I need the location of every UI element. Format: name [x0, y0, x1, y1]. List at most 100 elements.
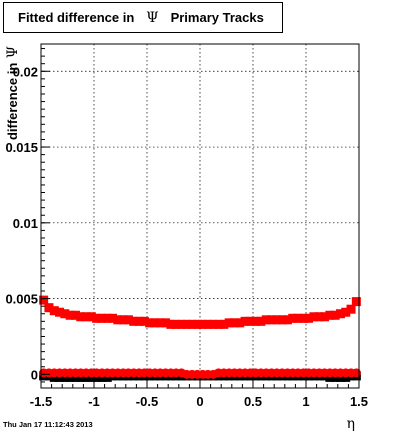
data-point-square [49, 372, 59, 382]
grid-lines [41, 44, 359, 388]
x-tick-label: 0.5 [244, 394, 262, 409]
data-point-square [309, 312, 319, 322]
data-point-square [60, 309, 70, 319]
data-point-square [304, 313, 314, 323]
y-tick-label: 0.015 [5, 140, 38, 155]
data-point-square [39, 295, 49, 305]
data-point-square [203, 319, 213, 329]
data-point-square [123, 315, 133, 325]
data-point-square [256, 316, 266, 326]
data-point-square [102, 372, 112, 382]
axis-ticks [40, 48, 360, 388]
data-point-square [267, 315, 277, 325]
data-point-square [49, 306, 59, 316]
data-point-square [325, 372, 335, 382]
y-axis-label-text: difference in [5, 63, 20, 140]
data-point-square [251, 316, 261, 326]
data-point-square [272, 315, 282, 325]
x-axis-label: η [347, 416, 355, 432]
data-point-square [351, 297, 361, 307]
data-point-square [314, 312, 324, 322]
x-tick-label: -1.5 [30, 394, 52, 409]
data-point-square [182, 319, 192, 329]
data-point-square [150, 318, 160, 328]
data-point-square [118, 315, 128, 325]
data-point-square [293, 313, 303, 323]
data-point-square [129, 316, 139, 326]
data-point-square [70, 372, 80, 382]
data-point-square [76, 372, 86, 382]
x-tick-labels: -1.5 -1 -0.5 0 0.5 1 1.5 [30, 394, 368, 409]
data-point-square [92, 313, 102, 323]
data-point-square [108, 313, 118, 323]
data-point-square [113, 315, 123, 325]
data-point-square [161, 318, 171, 328]
data-point-square [166, 319, 176, 329]
data-point-square [229, 318, 239, 328]
data-point-square [298, 313, 308, 323]
data-point-square [224, 318, 234, 328]
data-point-square [176, 319, 186, 329]
data-point-square [81, 312, 91, 322]
data-point-square [208, 319, 218, 329]
data-point-square [277, 315, 287, 325]
data-point-square [192, 319, 202, 329]
chart-title-text: Fitted difference in [18, 10, 135, 25]
data-point-square [70, 310, 80, 320]
data-point-square [187, 319, 197, 329]
data-point-square [330, 310, 340, 320]
x-tick-label: 1.5 [350, 394, 368, 409]
data-point-square [65, 372, 75, 382]
data-point-square [102, 313, 112, 323]
data-point-square [55, 372, 65, 382]
chart-title-box: Fitted difference in Ψ Primary Tracks [3, 2, 283, 33]
data-point-square [214, 319, 224, 329]
data-point-square [171, 319, 181, 329]
x-tick-label: 0 [196, 394, 203, 409]
y-axis-label-symbol: Ψ [5, 46, 21, 58]
data-points [39, 295, 361, 382]
data-point-square [282, 315, 292, 325]
data-point-square [235, 318, 245, 328]
x-tick-label: -0.5 [136, 394, 158, 409]
data-point-square [86, 312, 96, 322]
data-point-square [240, 316, 250, 326]
data-point-square [335, 372, 345, 382]
data-point-square [261, 315, 271, 325]
data-point-square [76, 312, 86, 322]
x-tick-label: 1 [302, 394, 309, 409]
data-point-square [97, 313, 107, 323]
data-point-square [288, 313, 298, 323]
x-tick-label: -1 [88, 394, 100, 409]
data-point-square [60, 372, 70, 382]
data-point-square [155, 318, 165, 328]
data-point-square [92, 372, 102, 382]
data-point-square [341, 372, 351, 382]
chart-title-symbol: Ψ [146, 9, 159, 26]
data-point-square [55, 307, 65, 317]
data-point-square [65, 310, 75, 320]
data-point-square [86, 372, 96, 382]
y-tick-label: 0 [31, 367, 38, 382]
y-tick-label: 0.01 [13, 216, 38, 231]
data-point-square [320, 312, 330, 322]
data-point-square [325, 310, 335, 320]
timestamp-footer: Thu Jan 17 11:12:43 2013 [3, 420, 93, 429]
data-point-square [198, 319, 208, 329]
data-point-square [245, 316, 255, 326]
chart-title-suffix: Primary Tracks [170, 10, 264, 25]
data-point-square [330, 372, 340, 382]
data-point-square [44, 303, 54, 313]
data-point-square [219, 319, 229, 329]
data-point-square [335, 309, 345, 319]
data-point-square [97, 372, 107, 382]
y-axis-label: difference in Ψ [4, 46, 21, 140]
data-point-square [145, 318, 155, 328]
data-point-square [81, 372, 91, 382]
data-point-square [139, 316, 149, 326]
y-tick-label: 0.02 [13, 64, 38, 79]
data-point-square [346, 304, 356, 314]
data-point-square [341, 307, 351, 317]
y-tick-labels: 0 0.005 0.01 0.015 0.02 [5, 64, 38, 382]
